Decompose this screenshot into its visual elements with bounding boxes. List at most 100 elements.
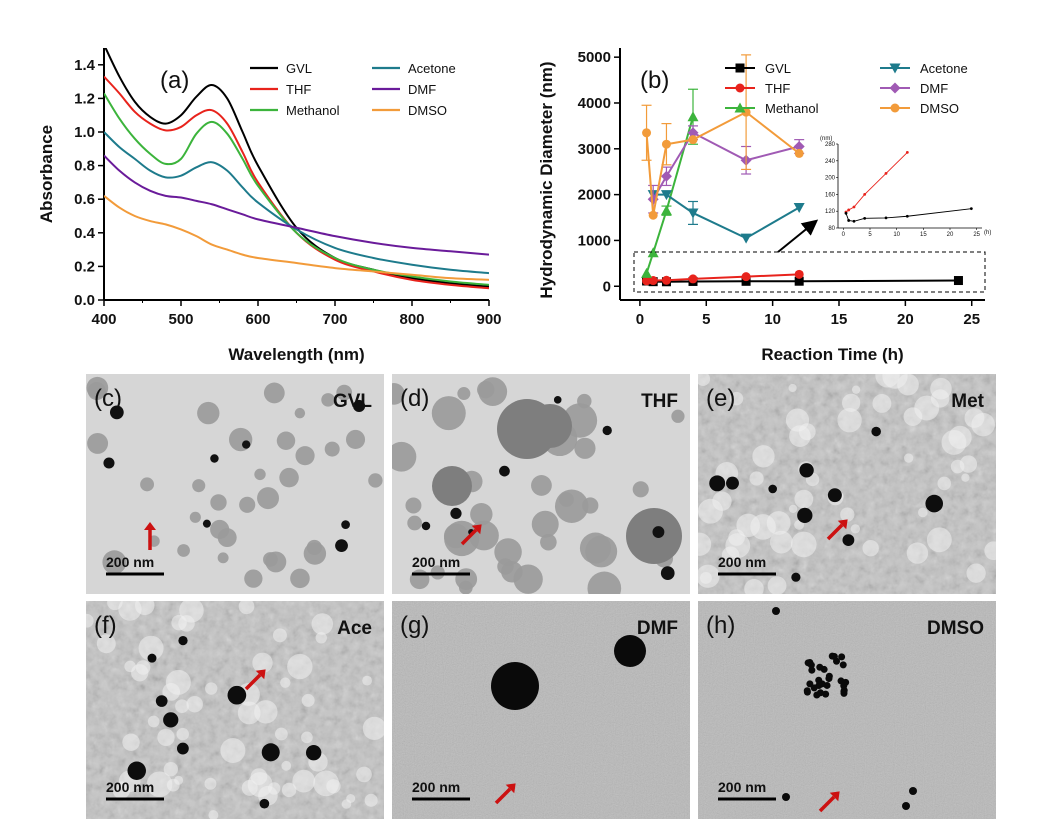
void-region — [237, 701, 261, 725]
void-region — [961, 473, 970, 482]
void-region — [311, 613, 334, 635]
void-region — [362, 675, 373, 686]
void-region — [281, 782, 297, 798]
void-region — [254, 700, 278, 724]
panel-letter: (h) — [706, 612, 735, 639]
tem-image — [698, 601, 996, 819]
void-region — [176, 727, 189, 741]
inset-data-point — [852, 205, 856, 209]
particle-sphere — [210, 494, 227, 511]
tem-texture — [392, 601, 690, 819]
void-region — [86, 613, 94, 628]
x-tick-label: 600 — [245, 311, 270, 328]
void-region — [163, 762, 179, 777]
void-region — [712, 491, 732, 511]
particle-sphere — [632, 481, 649, 498]
legend-marker — [735, 83, 745, 93]
legend-label: THF — [765, 81, 790, 96]
solvent-label: Met — [951, 391, 984, 412]
particle-sphere — [217, 552, 229, 564]
inset-data-point — [884, 216, 888, 220]
series-line-dmso — [645, 110, 800, 216]
y-tick-label: 0.0 — [74, 292, 95, 309]
void-region — [205, 682, 218, 695]
arrow-head — [144, 522, 156, 530]
gold-nanoparticle — [242, 440, 251, 449]
x-tick-label: 0 — [636, 311, 644, 328]
particle-sphere — [470, 503, 493, 526]
particle-sphere — [102, 550, 127, 575]
data-point — [687, 208, 699, 219]
inset-y-tick-label: 120 — [825, 209, 836, 215]
particle-sphere — [321, 393, 335, 407]
particle-sphere — [494, 538, 522, 566]
void-region — [767, 576, 787, 594]
gold-nanoparticle — [450, 507, 462, 520]
x-tick-label: 500 — [168, 311, 193, 328]
void-region — [292, 769, 316, 793]
void-region — [749, 471, 764, 486]
void-region — [906, 542, 929, 564]
arrow-head — [505, 783, 516, 794]
y-axis-title: Absorbance — [37, 125, 56, 223]
data-point — [642, 276, 652, 286]
particle-sphere — [477, 380, 495, 399]
gold-nanoparticle — [553, 396, 562, 404]
inset-data-point — [884, 172, 888, 175]
void-region — [220, 737, 246, 763]
particle-sphere — [177, 544, 190, 557]
data-point — [793, 202, 805, 213]
void-region — [752, 445, 775, 468]
void-region — [147, 715, 160, 728]
tem-texture — [698, 601, 996, 819]
gold-nanoparticle — [815, 676, 823, 684]
gold-nanoparticle — [840, 682, 848, 690]
scale-label: 200 nm — [412, 554, 460, 570]
tem-panel-ace: (f) Ace 200 nm — [86, 601, 384, 819]
x-tick-label: 10 — [764, 311, 781, 328]
void-region — [794, 489, 814, 509]
gold-nanoparticle — [261, 743, 280, 762]
panel-letter: (f) — [94, 612, 117, 639]
gold-nanoparticle — [782, 793, 790, 801]
solvent-label: DMF — [637, 618, 678, 639]
gold-nanoparticle — [127, 761, 146, 780]
arrow-head — [255, 669, 266, 680]
series-line-dmso — [104, 195, 489, 281]
y-tick-label: 0.2 — [74, 258, 95, 275]
panel-letter: (e) — [706, 385, 735, 412]
void-region — [897, 374, 919, 396]
gold-nanoparticle — [871, 426, 881, 437]
arrow-shaft — [826, 523, 844, 541]
particle-sphere — [407, 515, 422, 531]
inset-x-tick-label: 10 — [893, 232, 900, 238]
tem-panel-thf: (d) THF 200 nm — [392, 374, 690, 594]
tem-panel-gvl: (c) GVL 200 nm — [86, 374, 384, 594]
y-tick-label: 5000 — [578, 49, 611, 66]
void-region — [984, 541, 996, 561]
data-point — [687, 127, 699, 139]
gold-aggregate — [491, 662, 539, 710]
particle-sphere — [585, 535, 618, 568]
void-region — [364, 793, 378, 807]
particle-sphere — [140, 477, 155, 492]
void-region — [208, 810, 219, 819]
panel-letter: (a) — [160, 67, 189, 94]
gold-nanoparticle — [797, 507, 813, 524]
void-region — [937, 476, 951, 491]
void-region — [744, 579, 764, 594]
gold-nanoparticle — [810, 684, 818, 692]
particle-sphere — [587, 571, 622, 594]
void-region — [281, 760, 292, 771]
arrow-shaft — [494, 787, 512, 805]
inset-series-line — [845, 152, 908, 213]
particle-sphere — [295, 446, 315, 466]
panel-letter: (b) — [640, 67, 669, 94]
x-tick-label: 5 — [702, 311, 710, 328]
particle-sphere — [324, 441, 340, 457]
particle-sphere — [192, 479, 206, 493]
series-group — [104, 48, 489, 290]
void-region — [837, 407, 862, 433]
data-point — [687, 111, 699, 122]
